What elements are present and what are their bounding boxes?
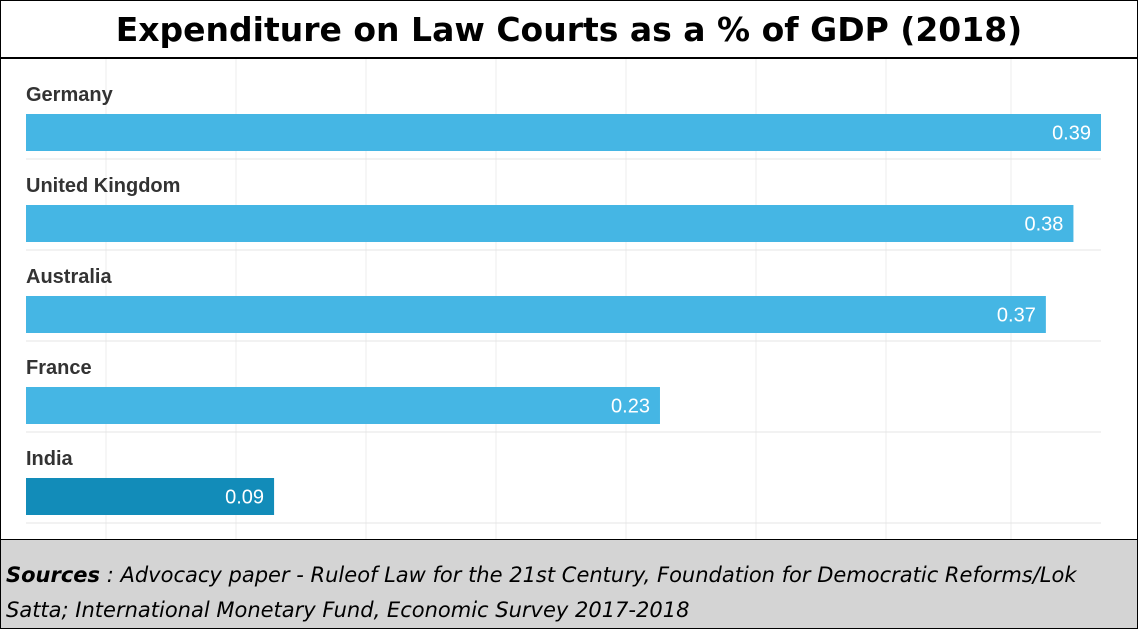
data-label: 0.38 xyxy=(1024,214,1063,236)
chart-title: Expenditure on Law Courts as a % of GDP … xyxy=(115,9,1023,49)
sources-note: Sources : Advocacy paper - Ruleof Law fo… xyxy=(1,539,1137,628)
sources-label: Sources xyxy=(6,563,101,587)
category-label: France xyxy=(26,357,92,379)
data-label: 0.23 xyxy=(611,396,650,418)
category-label: United Kingdom xyxy=(26,175,180,197)
data-label: 0.39 xyxy=(1052,123,1091,145)
bar xyxy=(26,387,660,424)
bar-chart: Germany 0.39 United Kingdom 0.38 Australia 0.… xyxy=(26,59,1101,539)
category-label: India xyxy=(26,448,74,470)
title-bar: Expenditure on Law Courts as a % of GDP … xyxy=(1,1,1137,59)
plot-area: Germany 0.39 United Kingdom 0.38 Australia 0.… xyxy=(1,59,1137,539)
bar xyxy=(26,114,1101,151)
bar xyxy=(26,478,275,515)
bar xyxy=(26,205,1074,242)
sources-text: : Advocacy paper - Ruleof Law for the 21… xyxy=(6,563,1077,622)
data-label: 0.09 xyxy=(225,487,264,509)
data-label: 0.37 xyxy=(997,305,1036,327)
category-label: Australia xyxy=(26,266,112,288)
bar xyxy=(26,296,1046,333)
category-label: Germany xyxy=(26,84,114,106)
